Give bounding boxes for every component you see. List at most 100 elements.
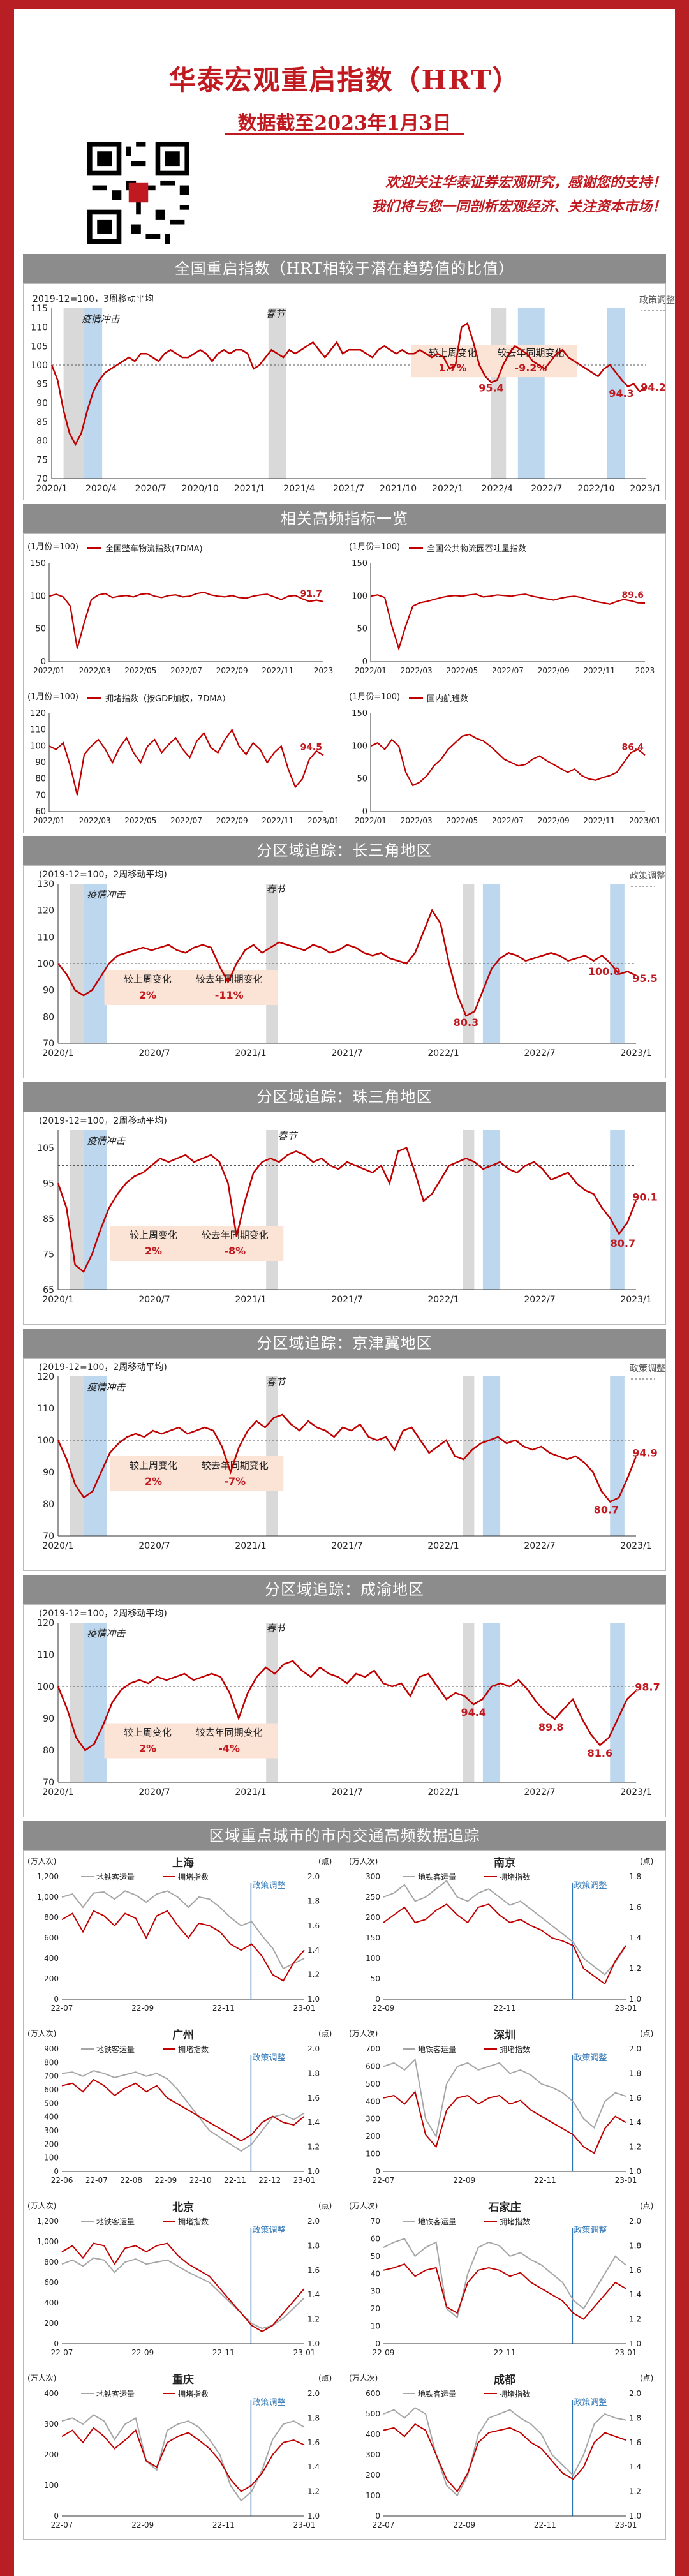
- x-tick-label: 2023: [314, 666, 334, 675]
- truck-index-chart: (1月份=100) 全国整车物流指数(7DMA) 0 50 100 150 2022/01 2…: [27, 542, 334, 675]
- value-annotation: 89.8: [538, 1721, 563, 1733]
- right-unit: (点): [640, 2029, 653, 2038]
- left-tick-label: 1,200: [37, 1872, 59, 1881]
- x-tick-label: 22-11: [494, 2348, 516, 2357]
- legend-cong: 拥堵指数: [500, 1872, 530, 1882]
- shade-band: [63, 308, 87, 479]
- yoy-value: -4%: [218, 1743, 240, 1755]
- right-tick-label: 2.0: [629, 2044, 641, 2053]
- x-tick-label: 2021/7: [331, 1048, 362, 1059]
- policy-label: 政策调整: [574, 2397, 607, 2408]
- value-annotation: 81.6: [588, 1747, 612, 1759]
- x-tick-label: 22-09: [453, 2520, 475, 2529]
- left-tick-label: 400: [366, 2430, 380, 2439]
- x-tick-label: 2023/1: [630, 484, 661, 494]
- policy-label: 政策调整: [574, 2225, 607, 2235]
- x-tick-label: 2022/03: [401, 666, 433, 675]
- right-tick-label: 1.8: [307, 2413, 320, 2422]
- series-line: [370, 733, 646, 787]
- left-tick-label: 0: [375, 2512, 380, 2520]
- right-tick-label: 1.6: [629, 2094, 641, 2103]
- series-line: [370, 593, 646, 651]
- shade-band: [463, 1623, 475, 1782]
- x-tick-label: 2021/4: [283, 484, 315, 494]
- y-tick-label: 80: [43, 1746, 54, 1756]
- x-tick-label: 23-01: [293, 2520, 316, 2529]
- left-tick-label: 300: [366, 2450, 380, 2459]
- section-band-prd: 分区域追踪：珠三角地区: [23, 1082, 666, 1112]
- right-tick-label: 1.6: [307, 2266, 320, 2275]
- x-tick-label: 22-07: [373, 2520, 395, 2529]
- report-page: 华泰宏观重启指数（HRT） 数据截至2023年1月3日 欢迎关注华泰证券宏观研究…: [14, 0, 675, 2576]
- left-tick-label: 500: [366, 2080, 380, 2088]
- x-tick-label: 22-07: [51, 2520, 73, 2529]
- yrd-chart: 70 80 90 100 110 120 130 2020/1 2020/7 2021/1 2021…: [37, 870, 665, 1059]
- left-tick-label: 200: [366, 2132, 380, 2141]
- left-tick-label: 200: [44, 2450, 59, 2459]
- x-tick-label: 2023/01: [307, 816, 339, 825]
- x-tick-label: 22-11: [534, 2520, 556, 2529]
- left-tick-label: 200: [366, 2471, 380, 2480]
- section-band-cy: 分区域追踪：成渝地区: [23, 1575, 666, 1604]
- x-tick-label: 22-11: [212, 2520, 235, 2529]
- shade-band: [607, 308, 625, 479]
- wow-label: 较上周变化: [124, 1727, 172, 1738]
- congestion-line: [61, 2242, 305, 2332]
- right-unit: (点): [318, 1857, 332, 1866]
- policy-label: 政策调整: [574, 2053, 607, 2063]
- right-tick-label: 1.4: [629, 2118, 641, 2127]
- left-tick-label: 600: [44, 2085, 59, 2094]
- y-tick-label: 60: [35, 807, 46, 817]
- right-tick-label: 1.8: [307, 2069, 320, 2078]
- y-tick-label: 50: [357, 775, 367, 784]
- city-name: 成都: [494, 2373, 515, 2386]
- left-tick-label: 300: [366, 2115, 380, 2124]
- series-line: [57, 1147, 637, 1274]
- left-tick-label: 400: [44, 2389, 59, 2398]
- y-tick-label: 110: [31, 323, 48, 333]
- legend-label: 全国整车物流指数(7DMA): [105, 544, 203, 554]
- covid-label: 疫情冲击: [82, 313, 121, 325]
- x-tick-label: 23-01: [615, 2176, 637, 2185]
- legend-cong: 拥堵指数: [500, 2217, 530, 2226]
- left-tick-label: 600: [44, 2278, 59, 2287]
- qr-code-icon[interactable]: [84, 142, 193, 244]
- x-tick-label: 2022/1: [432, 484, 463, 494]
- x-tick-label: 2021/1: [235, 1048, 266, 1059]
- legend-metro: 地铁客运量: [418, 2389, 456, 2399]
- right-tick-label: 1.0: [307, 2339, 320, 2348]
- change-box: [104, 1723, 278, 1759]
- metro-line: [61, 1890, 305, 1970]
- x-tick-label: 22-11: [494, 2004, 516, 2013]
- main-chart-panel: 70 75 80 85 90 95 100 105 110 115 2020/1 2020/4 2020…: [23, 283, 675, 500]
- value-annotation: 94.9: [632, 1447, 657, 1459]
- congestion-line: [61, 2078, 305, 2142]
- x-tick-label: 2022/11: [262, 816, 293, 825]
- right-tick-label: 1.4: [629, 2290, 641, 2299]
- y-tick-label: 70: [43, 1039, 54, 1049]
- left-tick-label: 800: [44, 2258, 59, 2267]
- left-tick-label: 300: [366, 1872, 380, 1881]
- wow-label: 较上周变化: [124, 973, 172, 985]
- left-unit: (万人次): [27, 2029, 56, 2038]
- left-tick-label: 1,000: [37, 2237, 59, 2246]
- policy-label: 政策调整: [252, 2225, 285, 2235]
- x-tick-label: 2022/09: [538, 666, 570, 675]
- last-value: 94.5: [300, 742, 322, 752]
- right-tick-label: 1.0: [307, 2512, 320, 2520]
- y-tick-label: 70: [43, 1531, 54, 1542]
- x-tick-label: 22-11: [224, 2176, 246, 2185]
- y-tick-label: 110: [30, 726, 46, 735]
- value-annotation: 80.7: [594, 1504, 619, 1516]
- shade-band: [482, 1623, 501, 1782]
- legend-label: 拥堵指数（按GDP加权，7DMA）: [105, 694, 230, 704]
- y-tick-label: 70: [36, 474, 48, 484]
- policy-label: 政策调整: [252, 2053, 285, 2063]
- y-tick-label: 50: [35, 625, 46, 634]
- left-tick-label: 200: [44, 2140, 59, 2148]
- y-tick-label: 120: [37, 1618, 54, 1628]
- legend-metro: 地铁客运量: [418, 2217, 456, 2226]
- right-tick-label: 1.6: [307, 2094, 320, 2103]
- value-annotation: 80.7: [611, 1237, 635, 1249]
